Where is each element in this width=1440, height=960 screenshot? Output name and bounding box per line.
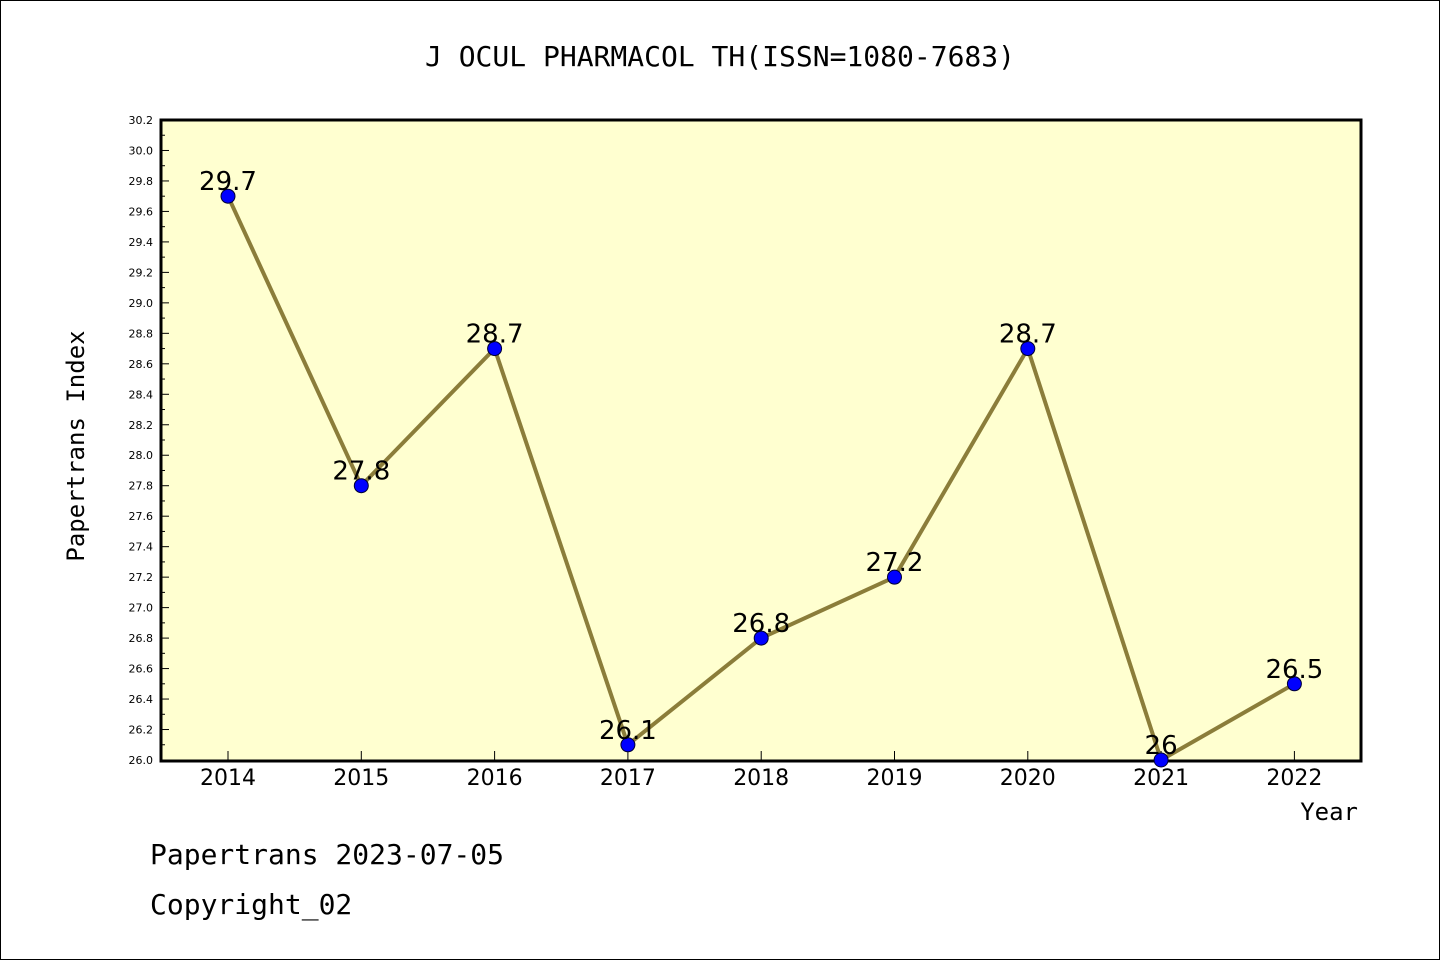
y-tick-label: 26.6 xyxy=(129,663,154,676)
y-tick-label: 27.0 xyxy=(129,602,154,615)
x-axis-label: Year xyxy=(1300,798,1358,826)
y-tick-label: 26.8 xyxy=(129,632,154,645)
x-axis: 2014 2015 2016 2017 2018 2019 2020 2021 2022 xyxy=(200,751,1322,791)
data-point xyxy=(1286,676,1302,692)
y-tick-label: 29.0 xyxy=(129,297,154,310)
data-point xyxy=(487,341,503,357)
footer-copyright: Copyright_02 xyxy=(150,888,352,922)
y-tick-label: 28.0 xyxy=(129,449,154,462)
x-tick-label: 2022 xyxy=(1266,766,1322,791)
data-label: 26 xyxy=(1145,731,1178,761)
x-tick-label: 2019 xyxy=(867,766,923,791)
y-tick-label: 26.2 xyxy=(129,724,154,737)
data-label-group: 29.7 27.8 28.7 26.1 26.8 27.2 28.7 26 26.5 xyxy=(199,167,1323,761)
y-axis-label: Papertrans Index xyxy=(62,330,90,561)
data-label: 29.7 xyxy=(199,167,257,197)
y-tick-label: 30.0 xyxy=(129,144,154,157)
data-point xyxy=(1020,341,1036,357)
y-tick-label: 26.0 xyxy=(129,754,154,767)
y-tick-label: 28.2 xyxy=(129,419,154,432)
data-point xyxy=(1153,752,1169,768)
plot-area xyxy=(159,118,1363,763)
x-tick-label: 2014 xyxy=(200,766,256,791)
x-tick-label: 2016 xyxy=(467,766,523,791)
data-label: 26.8 xyxy=(732,609,790,639)
series-line-group xyxy=(220,188,1302,768)
y-tick-label: 28.6 xyxy=(129,358,154,371)
y-tick-label: 28.4 xyxy=(129,388,154,401)
y-tick-label: 29.2 xyxy=(129,266,154,279)
y-tick-label: 27.8 xyxy=(129,480,154,493)
y-tick-label: 30.2 xyxy=(129,114,154,127)
chart-title: J OCUL PHARMACOL TH(ISSN=1080-7683) xyxy=(425,40,1015,73)
x-tick-label: 2015 xyxy=(333,766,389,791)
data-label: 27.8 xyxy=(332,457,390,487)
data-point xyxy=(887,569,902,585)
x-tick-label: 2017 xyxy=(600,766,656,791)
data-point xyxy=(620,737,636,753)
data-point xyxy=(753,630,769,646)
data-point xyxy=(353,478,369,494)
x-tick-label: 2021 xyxy=(1133,766,1189,791)
y-tick-label: 29.4 xyxy=(129,236,154,249)
data-label: 26.5 xyxy=(1265,655,1323,685)
y-tick-label: 28.8 xyxy=(129,327,154,340)
y-tick-label: 27.6 xyxy=(129,510,154,523)
data-label: 26.1 xyxy=(599,716,657,746)
footer-date: Papertrans 2023-07-05 xyxy=(150,838,504,871)
y-tick-label: 29.8 xyxy=(129,175,154,188)
y-tick-label: 27.4 xyxy=(129,541,154,554)
data-point xyxy=(220,188,236,204)
y-tick-label: 27.2 xyxy=(129,571,154,584)
y-axis: 26.0 26.2 26.4 26.6 26.8 27.0 27.2 27.4 27.6 27.8… xyxy=(129,114,169,767)
data-label: 27.2 xyxy=(866,548,924,578)
y-tick-label: 29.6 xyxy=(129,205,154,218)
data-label: 28.7 xyxy=(466,320,524,350)
data-label: 28.7 xyxy=(999,320,1057,350)
y-tick-label: 26.4 xyxy=(129,693,154,706)
x-tick-label: 2020 xyxy=(1000,766,1056,791)
x-tick-label: 2018 xyxy=(733,766,789,791)
